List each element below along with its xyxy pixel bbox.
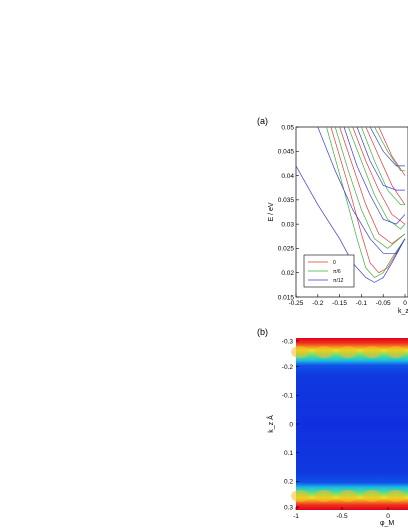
series-line-10 (361, 127, 405, 206)
y-tick-label: 0.04 (281, 173, 294, 180)
heat-blob (339, 346, 357, 358)
panel-a-label: (a) (257, 116, 268, 126)
series-line-8 (343, 127, 406, 225)
panel-b-label: (b) (257, 327, 268, 337)
heat-blob (291, 346, 309, 358)
heat-blob (363, 346, 381, 358)
series-line-0 (330, 127, 406, 274)
panel-a-y-axis-label: E / eV (268, 202, 275, 221)
x-tick-label: -0.05 (376, 300, 391, 307)
heat-blob (339, 490, 357, 502)
heat-blob (363, 490, 381, 502)
series-line-9 (365, 127, 406, 205)
y-tick-label: 0.3 (284, 504, 293, 511)
x-tick-label: 0 (403, 300, 407, 307)
series-line-7 (347, 127, 406, 230)
y-tick-label: 0.045 (278, 149, 295, 156)
y-tick-label: 0.02 (281, 270, 294, 277)
panel-a-legend: 0 π/6 π/12 (303, 254, 355, 288)
series-line-6 (352, 127, 406, 225)
panel-a-series-group (296, 127, 406, 283)
y-tick-label: 0.1 (284, 450, 293, 457)
x-tick-label: -0.15 (332, 300, 347, 307)
panel-a-ticks: -0.25 -0.2 -0.15 -0.1 -0.05 0 0.015 0.02 0.025 0.… (278, 124, 407, 307)
y-tick-label: 0.025 (278, 246, 295, 253)
series-line-3 (339, 127, 406, 245)
legend-label: π/12 (333, 278, 344, 284)
heat-blob (291, 490, 309, 502)
series-line-11 (356, 127, 405, 191)
x-tick-label: -0.25 (289, 300, 304, 307)
x-tick-label: -1 (293, 513, 299, 520)
heatmap-area (296, 338, 408, 510)
series-line-12 (378, 127, 406, 176)
heat-blob (387, 490, 405, 502)
y-tick-label: 0.2 (284, 479, 293, 486)
heatmap-modulation (291, 346, 405, 502)
y-tick-label: 0.015 (278, 294, 295, 301)
x-tick-label: 0 (386, 513, 390, 520)
heat-blob (387, 346, 405, 358)
x-tick-label: -0.2 (312, 300, 324, 307)
series-line-13 (374, 127, 405, 172)
panel-a-x-axis-label: k_z Å (398, 306, 408, 315)
series-line-2 (296, 165, 406, 283)
series-line-1 (326, 127, 406, 279)
y-tick-label: 0.035 (278, 197, 295, 204)
x-tick-label: -0.5 (336, 513, 348, 520)
panel-a-line-chart: -0.25 -0.2 -0.15 -0.1 -0.05 0 0.015 0.02 0.025 0.… (268, 124, 408, 315)
y-tick-label: 0 (289, 421, 293, 428)
panel-b-x-axis-label: φ_M (380, 520, 394, 527)
series-line-4 (334, 127, 406, 249)
panel-b-y-axis-label: k_z Å (266, 415, 275, 433)
y-tick-label: 0.05 (281, 124, 294, 131)
x-tick-label: -0.1 (356, 300, 368, 307)
y-tick-label: -0.1 (282, 393, 294, 400)
panel-b-ticks: -1 -0.5 0 -0.3 -0.2 -0.1 0 0.1 0.2 0.3 (282, 338, 390, 520)
y-tick-label: -0.3 (282, 338, 294, 345)
heat-blob (315, 490, 333, 502)
y-tick-label: -0.2 (282, 364, 294, 371)
series-line-5 (317, 127, 406, 254)
heat-blob (315, 346, 333, 358)
legend-label: 0 (333, 260, 336, 266)
legend-label: π/6 (333, 269, 341, 275)
y-tick-label: 0.03 (281, 221, 294, 228)
panel-b-heatmap: -1 -0.5 0 -0.3 -0.2 -0.1 0 0.1 0.2 0.3 k_z Å φ_M (266, 338, 408, 527)
series-line-14 (369, 127, 405, 167)
